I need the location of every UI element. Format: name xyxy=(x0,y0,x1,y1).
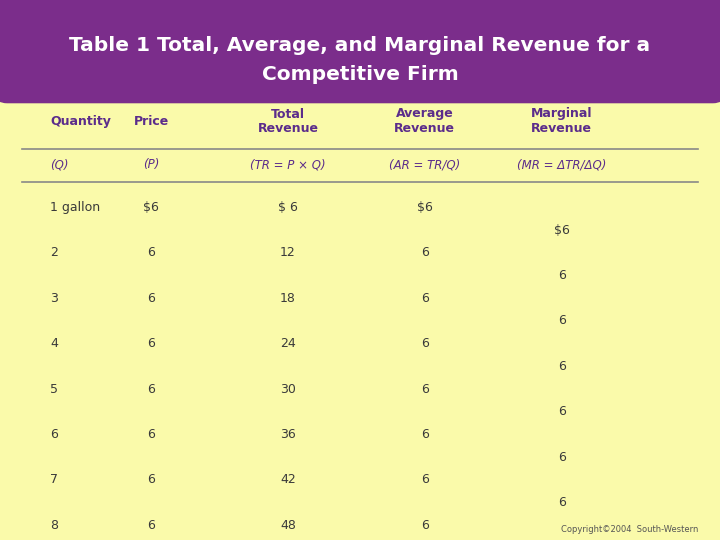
Text: 6: 6 xyxy=(421,519,428,532)
Text: 6: 6 xyxy=(148,474,155,487)
Text: 6: 6 xyxy=(148,337,155,350)
Text: 1 gallon: 1 gallon xyxy=(50,201,101,214)
Text: Average
Revenue: Average Revenue xyxy=(395,107,455,136)
Text: (TR = P × Q): (TR = P × Q) xyxy=(250,158,326,171)
Text: 5: 5 xyxy=(50,383,58,396)
Text: $6: $6 xyxy=(554,224,570,237)
Text: 6: 6 xyxy=(421,246,428,259)
Text: 6: 6 xyxy=(421,292,428,305)
Text: 6: 6 xyxy=(50,428,58,441)
Text: 6: 6 xyxy=(421,383,428,396)
Text: 7: 7 xyxy=(50,474,58,487)
Text: 6: 6 xyxy=(421,474,428,487)
Text: Total
Revenue: Total Revenue xyxy=(258,107,318,136)
Text: 2: 2 xyxy=(50,246,58,259)
Text: 8: 8 xyxy=(50,519,58,532)
Text: 6: 6 xyxy=(421,337,428,350)
Text: 24: 24 xyxy=(280,337,296,350)
Text: 6: 6 xyxy=(421,428,428,441)
Text: Competitive Firm: Competitive Firm xyxy=(261,65,459,84)
Text: 36: 36 xyxy=(280,428,296,441)
Text: (AR = TR/Q): (AR = TR/Q) xyxy=(390,158,460,171)
Text: (P): (P) xyxy=(143,158,159,171)
Text: 6: 6 xyxy=(148,428,155,441)
Text: 48: 48 xyxy=(280,519,296,532)
Text: 6: 6 xyxy=(558,360,565,373)
Text: 4: 4 xyxy=(50,337,58,350)
Text: 6: 6 xyxy=(148,383,155,396)
Text: 6: 6 xyxy=(558,314,565,327)
Text: 12: 12 xyxy=(280,246,296,259)
Text: 6: 6 xyxy=(558,269,565,282)
Text: 6: 6 xyxy=(148,246,155,259)
Text: $6: $6 xyxy=(143,201,159,214)
Text: 6: 6 xyxy=(558,406,565,419)
Text: Table 1 Total, Average, and Marginal Revenue for a: Table 1 Total, Average, and Marginal Rev… xyxy=(69,36,651,55)
Text: 6: 6 xyxy=(148,292,155,305)
Text: (MR = ΔTR/ΔQ): (MR = ΔTR/ΔQ) xyxy=(517,158,606,171)
Text: 6: 6 xyxy=(558,451,565,464)
Text: $ 6: $ 6 xyxy=(278,201,298,214)
Text: (Q): (Q) xyxy=(50,158,69,171)
FancyBboxPatch shape xyxy=(0,0,720,103)
Text: Marginal
Revenue: Marginal Revenue xyxy=(531,107,593,136)
Text: 30: 30 xyxy=(280,383,296,396)
Text: Quantity: Quantity xyxy=(50,115,112,128)
Text: 6: 6 xyxy=(148,519,155,532)
Text: Price: Price xyxy=(134,115,168,128)
Text: 3: 3 xyxy=(50,292,58,305)
Text: 6: 6 xyxy=(558,496,565,509)
Text: 18: 18 xyxy=(280,292,296,305)
Text: Copyright©2004  South-Western: Copyright©2004 South-Western xyxy=(561,524,698,534)
Text: $6: $6 xyxy=(417,201,433,214)
Text: 42: 42 xyxy=(280,474,296,487)
